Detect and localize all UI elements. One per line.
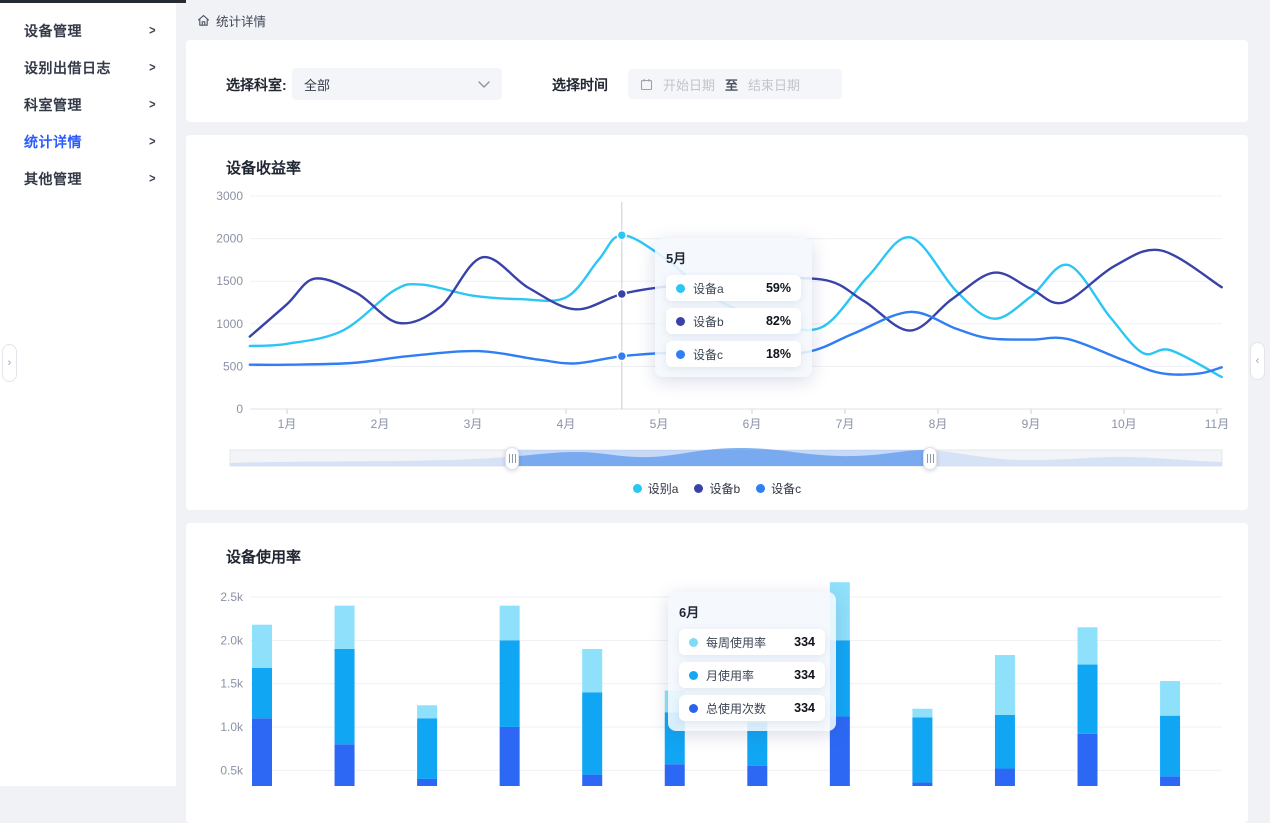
legend-label: 设别a xyxy=(647,482,679,496)
date-separator: 至 xyxy=(725,77,739,93)
chevron-right-icon: > xyxy=(149,171,156,186)
tooltip-title: 5月 xyxy=(666,251,687,266)
series-dot xyxy=(689,703,698,713)
tooltip-row: 每周使用率 334 xyxy=(679,629,825,655)
series-dot xyxy=(676,316,685,326)
sidebar-menu: 设备管理 > 设别出借日志 > 科室管理 > 统计详情 > 其他管理 > xyxy=(0,0,176,197)
breadcrumb: 统计详情 xyxy=(197,11,266,30)
series-value: 334 xyxy=(794,668,815,682)
chevron-right-icon: > xyxy=(149,97,156,112)
sidebar-item-label: 设备管理 xyxy=(24,22,82,39)
legend-dot xyxy=(756,484,766,493)
sidebar-item-device-management[interactable]: 设备管理 > xyxy=(0,12,176,49)
series-value: 334 xyxy=(794,701,815,715)
date-range-picker[interactable]: 开始日期 至 结束日期 xyxy=(628,69,842,99)
legend-item-device-c[interactable]: 设备c xyxy=(756,480,801,497)
usage-chart-title: 设备使用率 xyxy=(226,549,302,566)
series-value: 82% xyxy=(765,314,791,328)
legend-dot xyxy=(694,484,704,493)
department-select-value: 全部 xyxy=(304,77,331,93)
revenue-chart-tooltip: 5月 设备a 59% 设备b 82% 设备c 18% xyxy=(655,238,812,377)
breadcrumb-label: 统计详情 xyxy=(216,15,267,29)
series-label: 月使用率 xyxy=(706,668,755,683)
revenue-chart-title: 设备收益率 xyxy=(226,160,302,177)
usage-chart-tooltip: 6月 每周使用率 334 月使用率 334 总使用次数 334 xyxy=(668,592,836,731)
series-value: 59% xyxy=(765,281,791,295)
sidebar-item-label: 统计详情 xyxy=(24,133,82,150)
sidebar-item-department-management[interactable]: 科室管理 > xyxy=(0,86,176,123)
datazoom-left-handle[interactable] xyxy=(505,447,519,470)
series-dot xyxy=(689,670,698,680)
legend-item-device-a[interactable]: 设别a xyxy=(632,480,679,497)
datazoom-right-handle[interactable] xyxy=(923,447,937,470)
panel-collapse-handle[interactable]: ‹ xyxy=(1250,342,1265,380)
tooltip-row: 月使用率 334 xyxy=(679,662,825,688)
time-filter-label: 选择时间 xyxy=(552,77,608,93)
sidebar-item-other-management[interactable]: 其他管理 > xyxy=(0,160,176,197)
home-icon xyxy=(197,14,210,26)
chevron-right-icon: > xyxy=(149,134,156,149)
series-dot xyxy=(676,349,685,359)
chevron-down-icon xyxy=(478,80,490,88)
legend-label: 设备c xyxy=(771,482,802,496)
tooltip-row: 设备a 59% xyxy=(666,275,801,301)
department-filter-label: 选择科室: xyxy=(226,77,287,93)
series-value: 334 xyxy=(794,635,815,649)
series-value: 18% xyxy=(765,347,791,361)
end-date-input[interactable]: 结束日期 xyxy=(748,77,801,93)
series-label: 每周使用率 xyxy=(706,635,767,650)
legend-dot xyxy=(632,484,642,493)
sidebar-item-label: 其他管理 xyxy=(24,170,82,187)
sidebar-item-label: 科室管理 xyxy=(24,96,82,113)
chevron-right-icon: > xyxy=(149,23,156,38)
top-divider xyxy=(0,0,186,3)
start-date-input[interactable]: 开始日期 xyxy=(663,77,716,93)
sidebar-expand-handle[interactable]: › xyxy=(2,344,17,382)
tooltip-row: 设备c 18% xyxy=(666,341,801,367)
series-label: 设备c xyxy=(693,347,724,362)
series-label: 设备a xyxy=(693,281,724,296)
revenue-chart-legend: 设别a 设备b 设备c xyxy=(186,480,1248,497)
legend-item-device-b[interactable]: 设备b xyxy=(694,480,740,497)
tooltip-row: 设备b 82% xyxy=(666,308,801,334)
chevron-right-icon: > xyxy=(149,60,156,75)
series-label: 总使用次数 xyxy=(706,701,767,716)
tooltip-title: 6月 xyxy=(679,605,700,620)
legend-label: 设备b xyxy=(709,482,741,496)
sidebar: 设备管理 > 设别出借日志 > 科室管理 > 统计详情 > 其他管理 > xyxy=(0,0,176,786)
calendar-icon xyxy=(640,78,653,90)
sidebar-item-label: 设别出借日志 xyxy=(24,59,111,76)
sidebar-item-statistics-detail[interactable]: 统计详情 > xyxy=(0,123,176,160)
department-select[interactable]: 全部 xyxy=(292,68,502,100)
series-dot xyxy=(676,283,685,293)
series-dot xyxy=(689,637,698,647)
tooltip-row: 总使用次数 334 xyxy=(679,695,825,721)
sidebar-item-lending-log[interactable]: 设别出借日志 > xyxy=(0,49,176,86)
series-label: 设备b xyxy=(693,314,724,329)
